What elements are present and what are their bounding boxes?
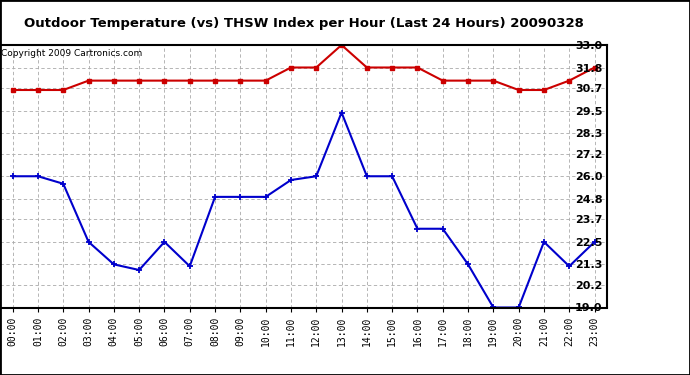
Text: Outdoor Temperature (vs) THSW Index per Hour (Last 24 Hours) 20090328: Outdoor Temperature (vs) THSW Index per … bbox=[23, 17, 584, 30]
Text: Copyright 2009 Cartronics.com: Copyright 2009 Cartronics.com bbox=[1, 49, 142, 58]
